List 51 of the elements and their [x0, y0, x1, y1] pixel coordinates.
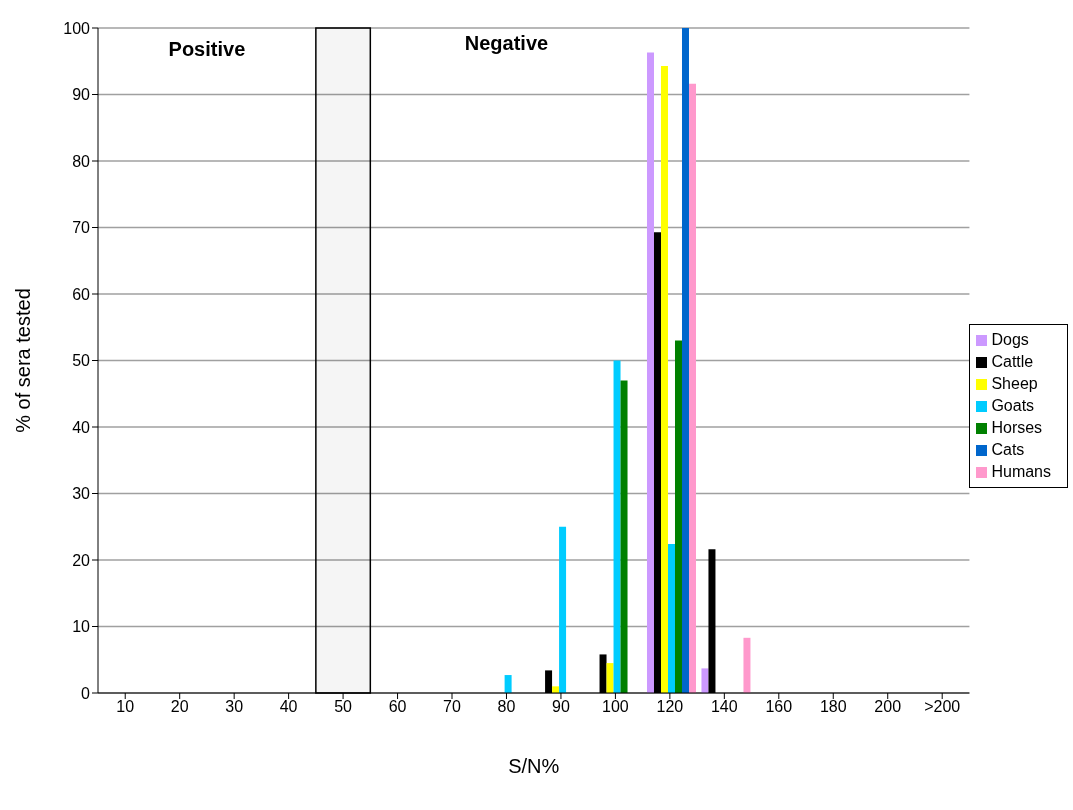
legend-label: Horses: [991, 418, 1043, 436]
x-tick-label: 140: [710, 698, 738, 716]
bar: [682, 28, 689, 693]
y-tick-label: 20: [72, 551, 91, 569]
y-tick-label: 50: [72, 352, 91, 370]
y-tick-label: 0: [81, 684, 91, 702]
bar: [689, 83, 696, 693]
y-tick-label: 30: [72, 485, 91, 503]
y-tick-label: 70: [72, 219, 91, 237]
bar: [675, 340, 682, 693]
x-tick-label: 160: [765, 698, 793, 716]
bar: [504, 675, 512, 693]
bar: [743, 637, 751, 693]
bar: [606, 663, 614, 693]
x-tick-label: 100: [602, 698, 629, 716]
y-axis-title: % of sera tested: [12, 288, 35, 433]
x-tick-label: >200: [924, 698, 961, 716]
bar: [668, 544, 675, 693]
x-tick-label: 10: [116, 698, 135, 716]
x-tick-label: 70: [443, 698, 462, 716]
bar: [701, 668, 709, 693]
x-tick-label: 40: [279, 698, 298, 716]
y-tick-label: 100: [63, 19, 91, 37]
bar: [620, 380, 628, 693]
bar: [613, 360, 621, 693]
y-tick-label: 90: [72, 86, 91, 104]
x-axis-title: S/N%: [508, 755, 560, 777]
bar: [559, 526, 567, 693]
legend-label: Goats: [991, 396, 1035, 414]
legend-label: Dogs: [991, 330, 1029, 348]
x-tick-label: 20: [170, 698, 189, 716]
legend-label: Sheep: [991, 374, 1038, 392]
y-tick-label: 40: [72, 418, 91, 436]
x-tick-label: 180: [819, 698, 847, 716]
x-tick-label: 50: [334, 698, 353, 716]
legend-label: Cattle: [991, 352, 1034, 370]
legend-label: Humans: [991, 462, 1051, 480]
annotation: Positive: [168, 38, 246, 61]
x-tick-label: 30: [225, 698, 244, 716]
y-tick-label: 10: [72, 618, 91, 636]
y-tick-label: 60: [72, 285, 91, 303]
x-tick-label: 80: [497, 698, 516, 716]
x-tick-label: 60: [388, 698, 407, 716]
x-tick-label: 120: [656, 698, 684, 716]
legend-label: Cats: [991, 440, 1025, 458]
bar: [661, 65, 668, 693]
x-tick-label: 200: [874, 698, 902, 716]
annotation: Negative: [464, 32, 549, 55]
y-tick-label: 80: [72, 152, 91, 170]
x-tick-label: 90: [552, 698, 570, 716]
bar: [647, 52, 654, 693]
